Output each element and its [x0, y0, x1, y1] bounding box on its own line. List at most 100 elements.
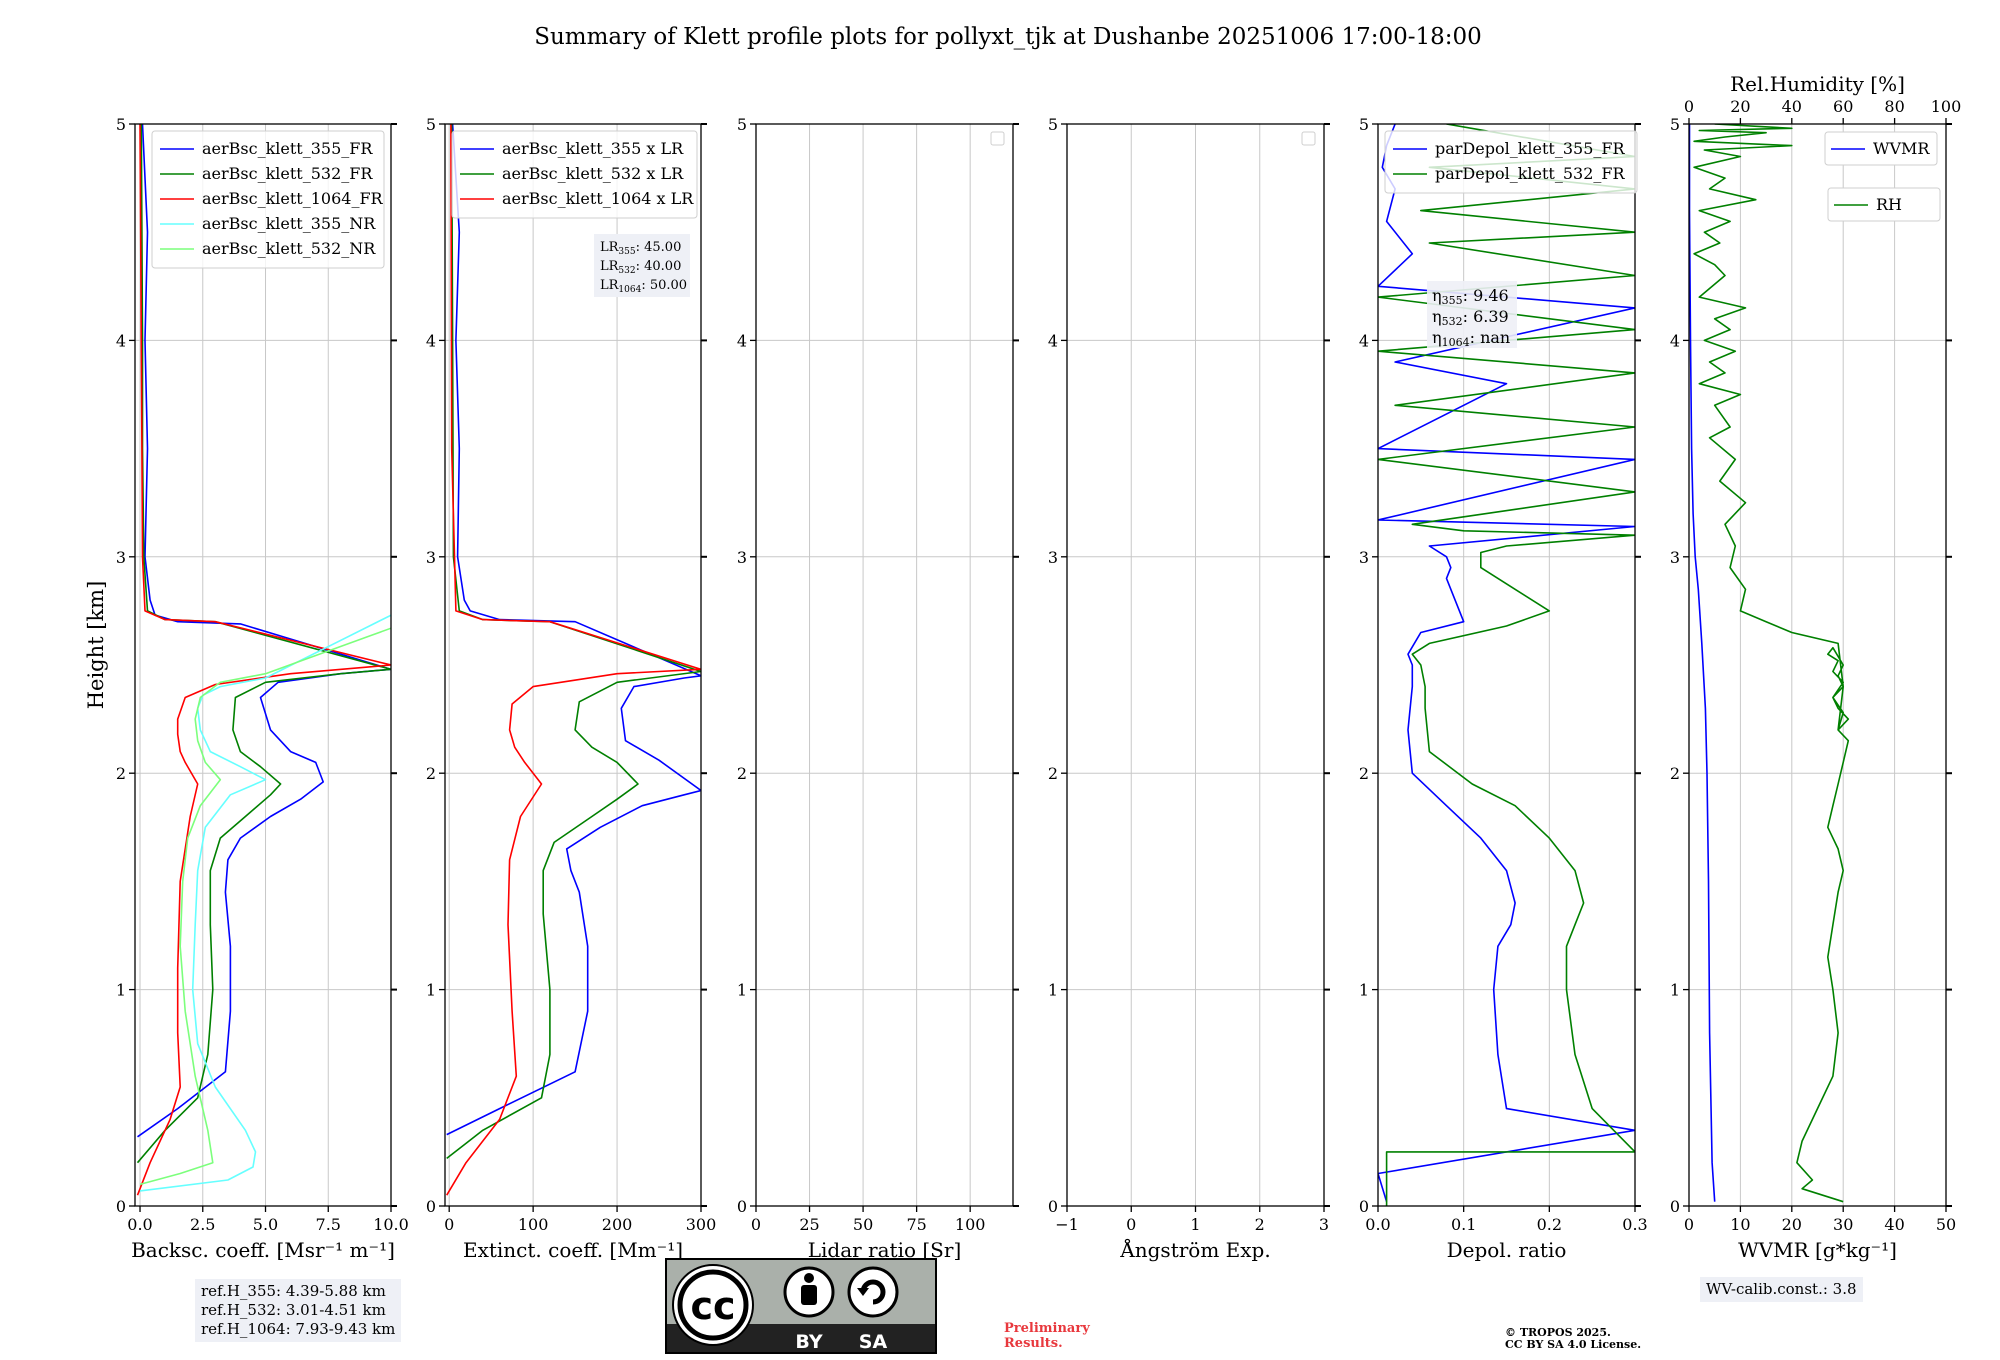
axes-frame-lr	[755, 123, 1014, 1207]
axes-frame-depol	[1377, 123, 1636, 1207]
eta-532: η532: 6.39	[1432, 307, 1509, 328]
lidar-ratio-532: LR532: 40.00	[600, 259, 681, 276]
series-line-bsc-0	[137, 124, 391, 1138]
top-tick-label-wv-3: 60	[1833, 97, 1853, 116]
x-tick-label-ang-3: 2	[1255, 1215, 1265, 1234]
series-line-wv-1	[1693, 124, 1850, 1203]
preliminary-results-note: Preliminary Results.	[1004, 1321, 1090, 1351]
legend-box-wv-1	[1827, 187, 1941, 222]
series-line-bsc-3	[139, 614, 391, 1192]
wv-calibration-box: WV-calib.const.: 3.8	[1700, 1277, 1863, 1302]
series-group-ext	[446, 124, 701, 1196]
y-tick-label-bsc-5: 5	[116, 115, 126, 134]
cc-badge-by-text: BY	[795, 1331, 822, 1353]
y-tick-label-depol-1: 1	[1359, 981, 1369, 1000]
series-line-bsc-4	[139, 627, 391, 1186]
y-tick-label-wv-2: 2	[1670, 764, 1680, 783]
series-line-bsc-2	[136, 124, 391, 1196]
x-tick-label-ang-2: 1	[1190, 1215, 1200, 1234]
y-tick-label-ang-4: 4	[1048, 331, 1058, 350]
y-tick-label-lr-3: 3	[737, 548, 747, 567]
x-tick-label-depol-1: 0.1	[1451, 1215, 1476, 1234]
x-tick-label-depol-0: 0.0	[1365, 1215, 1390, 1234]
x-tick-label-wv-1: 10	[1730, 1215, 1750, 1234]
copyright-line-1: © TROPOS 2025.	[1505, 1326, 1611, 1339]
plot-area-wv	[1689, 124, 1946, 1206]
x-tick-label-ang-0: −1	[1055, 1215, 1079, 1234]
y-tick-label-lr-0: 0	[737, 1197, 747, 1216]
legend-label-ext-0: aerBsc_klett_355 x LR	[502, 139, 684, 158]
panel-bsc: 0.0 2.5 5.0 7.5 10.0 0 1 2 3 4 5 Backsc. coeff. [Ms…	[116, 115, 409, 1262]
y-tick-label-bsc-3: 3	[116, 548, 126, 567]
legend-label-wv-1: RH	[1876, 195, 1902, 214]
empty-legend-ang	[1301, 131, 1316, 146]
y-tick-label-ang-5: 5	[1048, 115, 1058, 134]
y-tick-label-lr-4: 4	[737, 331, 747, 350]
legend-label-depol-1: parDepol_klett_532_FR	[1435, 164, 1626, 183]
x-tick-label-ext-3: 300	[686, 1215, 717, 1234]
x-tick-label-ang-4: 3	[1319, 1215, 1329, 1234]
wv-calibration-text: WV-calib.const.: 3.8	[1706, 1280, 1857, 1298]
legend-depol: parDepol_klett_355_FR parDepol_klett_532_…	[1384, 130, 1638, 194]
lidar-ratio-1064: LR1064: 50.00	[600, 278, 687, 295]
series-line-depol-0	[1378, 124, 1635, 1202]
eta-box	[1427, 281, 1517, 348]
x-tick-label-lr-0: 0	[751, 1215, 761, 1234]
x-tick-label-bsc-2: 5.0	[253, 1215, 278, 1234]
plot-area-ext	[445, 124, 701, 1206]
y-tick-label-wv-1: 1	[1670, 981, 1680, 1000]
preliminary-line-1: Preliminary	[1004, 1321, 1090, 1336]
top-tick-label-wv-0: 0	[1684, 97, 1694, 116]
panel-wv: 0 10 20 30 40 50 0 1 2 3 4 5 WVMR [g*kg⁻¹] 0 20 40 60 80 1…	[1670, 72, 1961, 1262]
series-line-depol-1	[1378, 124, 1635, 1206]
y-tick-label-depol-5: 5	[1359, 115, 1369, 134]
x-tick-label-bsc-1: 2.5	[190, 1215, 215, 1234]
x-tick-label-ext-1: 100	[518, 1215, 549, 1234]
lidar-ratio-box	[594, 234, 690, 297]
x-tick-label-bsc-0: 0.0	[127, 1215, 152, 1234]
copyright-line-2: CC BY SA 4.0 License.	[1505, 1338, 1642, 1351]
series-group-wv	[1689, 124, 1850, 1203]
top-tick-label-wv-5: 100	[1931, 97, 1962, 116]
y-tick-label-lr-2: 2	[737, 764, 747, 783]
y-tick-label-bsc-0: 0	[116, 1197, 126, 1216]
x-tick-label-depol-2: 0.2	[1537, 1215, 1562, 1234]
legend-box-wv-0	[1824, 131, 1938, 166]
top-tick-label-wv-1: 20	[1730, 97, 1750, 116]
x-tick-label-wv-4: 40	[1884, 1215, 1904, 1234]
cc-by-sa-badge: cc BY SA	[665, 1258, 937, 1354]
top-tick-label-wv-2: 40	[1782, 97, 1802, 116]
axes-frame-ext	[444, 123, 702, 1207]
x-tick-label-depol-3: 0.3	[1622, 1215, 1647, 1234]
reference-heights-box: ref.H_355: 4.39-5.88 km ref.H_532: 3.01-…	[195, 1279, 402, 1342]
y-tick-label-ext-2: 2	[426, 764, 436, 783]
y-tick-label-wv-4: 4	[1670, 331, 1680, 350]
series-line-ext-0	[446, 124, 701, 1136]
legend-wv-0: WVMR	[1824, 131, 1938, 166]
x-tick-label-wv-0: 0	[1684, 1215, 1694, 1234]
x-tick-label-lr-1: 25	[799, 1215, 819, 1234]
x-tick-label-bsc-3: 7.5	[316, 1215, 341, 1234]
eta-355: η355: 9.46	[1432, 286, 1509, 307]
legend-label-bsc-0: aerBsc_klett_355_FR	[202, 139, 373, 158]
y-tick-label-ext-4: 4	[426, 331, 436, 350]
x-tick-label-ang-1: 0	[1126, 1215, 1136, 1234]
ref-height-355: ref.H_355: 4.39-5.88 km	[201, 1282, 386, 1300]
x-axis-label-depol: Depol. ratio	[1447, 1238, 1567, 1262]
eta-1064: η1064: nan	[1432, 328, 1510, 349]
y-axis-label: Height [km]	[84, 581, 108, 710]
lidar-ratio-annotation: LR355: 45.00 LR532: 40.00 LR1064: 50.00	[594, 234, 690, 297]
x-tick-label-wv-5: 50	[1936, 1215, 1956, 1234]
figure-title: Summary of Klett profile plots for polly…	[534, 24, 1482, 50]
panel-depol: 0.0 0.1 0.2 0.3 0 1 2 3 4 5 Depol. ratio parDepol_k…	[1359, 115, 1648, 1262]
legend-box-ext	[451, 130, 698, 219]
y-tick-label-ang-0: 0	[1048, 1197, 1058, 1216]
x-axis-label-ang: Ångström Exp.	[1119, 1237, 1270, 1262]
y-tick-label-lr-1: 1	[737, 981, 747, 1000]
y-tick-label-depol-0: 0	[1359, 1197, 1369, 1216]
y-tick-label-depol-2: 2	[1359, 764, 1369, 783]
